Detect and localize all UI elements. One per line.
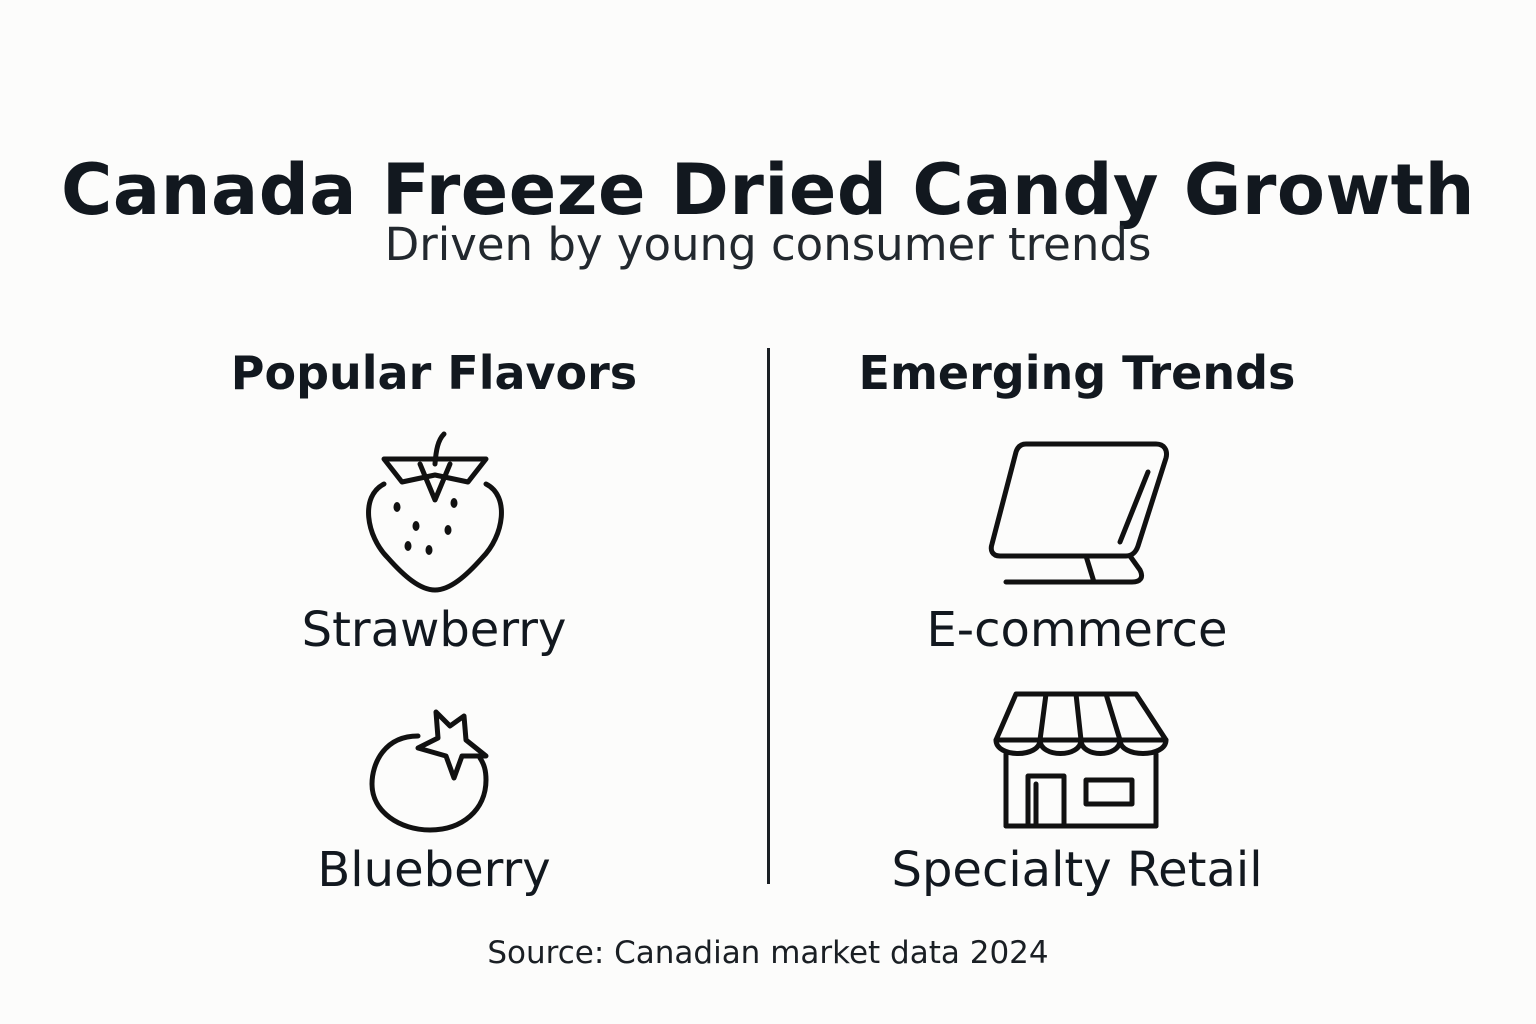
blueberry-icon (366, 706, 502, 836)
blueberry-label: Blueberry (317, 842, 551, 898)
source-note: Source: Canadian market data 2024 (487, 935, 1049, 971)
specialty-retail-label: Specialty Retail (891, 842, 1263, 898)
storefront-icon (990, 688, 1176, 834)
strawberry-label: Strawberry (301, 602, 567, 658)
tablet-icon (986, 438, 1170, 588)
page-title: Canada Freeze Dried Candy Growth (61, 148, 1475, 231)
column-divider (767, 348, 770, 884)
emerging-trends-heading: Emerging Trends (858, 346, 1296, 400)
e-commerce-label: E-commerce (926, 602, 1228, 658)
popular-flavors-heading: Popular Flavors (230, 346, 638, 400)
page-subtitle: Driven by young consumer trends (384, 218, 1152, 271)
strawberry-icon (360, 426, 510, 596)
